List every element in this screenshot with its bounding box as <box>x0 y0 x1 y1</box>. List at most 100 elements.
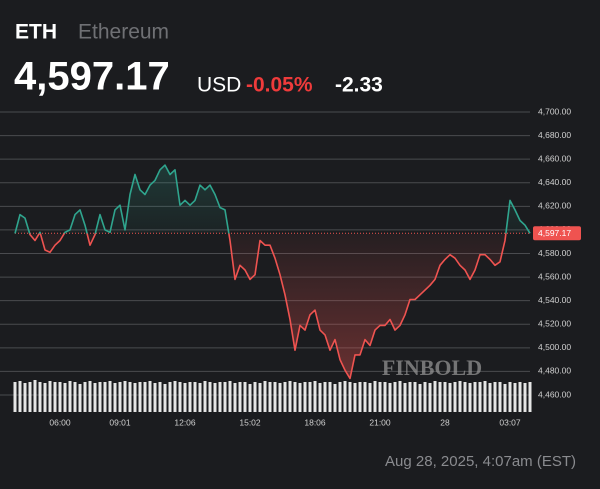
volume-bar <box>508 382 512 412</box>
volume-bar <box>198 383 202 412</box>
watermark: FINBOLD <box>382 355 482 380</box>
volume-bar <box>323 382 327 412</box>
symbol: ETH <box>15 21 57 44</box>
volume-bar <box>283 382 287 412</box>
volume-bar <box>248 384 252 412</box>
volume-bar <box>178 382 182 412</box>
volume-bar <box>238 382 242 412</box>
volume-bar <box>293 382 297 412</box>
volume-bar <box>173 381 177 412</box>
y-tick-label: 4,700.00 <box>538 106 571 116</box>
asset-name: Ethereum <box>78 21 169 44</box>
volume-bar <box>348 382 352 412</box>
volume-bar <box>228 381 232 412</box>
volume-bar <box>258 383 262 412</box>
volume-bar <box>528 382 532 412</box>
volume-bar <box>43 383 47 412</box>
volume-bar <box>478 382 482 412</box>
x-tick-label: 15:02 <box>239 417 261 427</box>
volume-bar <box>23 383 27 412</box>
change-pct: -0.05% <box>246 74 313 97</box>
volume-bar <box>308 382 312 412</box>
volume-bar <box>148 381 152 412</box>
volume-bar <box>203 381 207 412</box>
volume-bar <box>48 381 52 412</box>
volume-bar <box>403 383 407 412</box>
volume-bar <box>73 382 77 412</box>
volume-bar <box>518 382 522 412</box>
y-tick-label: 4,640.00 <box>538 177 571 187</box>
volume-bar <box>393 382 397 412</box>
volume-bar <box>488 383 492 412</box>
volume-bar <box>313 381 317 412</box>
volume-bar <box>343 381 347 412</box>
volume-bar <box>253 382 257 412</box>
price-tag-label: 4,597.17 <box>538 228 571 238</box>
volume-bar <box>383 382 387 412</box>
x-tick-label: 09:01 <box>109 417 131 427</box>
volume-bar <box>18 381 22 412</box>
volume-bar <box>143 382 147 412</box>
volume-bar <box>498 382 502 412</box>
volume-bar <box>123 381 127 412</box>
y-tick-label: 4,460.00 <box>538 389 571 399</box>
volume-bar <box>223 382 227 412</box>
volume-bar <box>358 382 362 412</box>
volume-bar <box>233 383 237 412</box>
x-tick-label: 06:00 <box>49 417 71 427</box>
volume-bar <box>448 383 452 412</box>
volume-bar <box>38 382 42 412</box>
volume-bar <box>138 382 142 412</box>
x-tick-label: 03:07 <box>499 417 521 427</box>
volume-bar <box>423 382 427 412</box>
timestamp: Aug 28, 2025, 4:07am (EST) <box>385 453 576 470</box>
volume-bar <box>193 382 197 412</box>
volume-bar <box>298 383 302 412</box>
volume-bar <box>458 381 462 412</box>
volume-bar <box>243 382 247 412</box>
volume-bar <box>108 381 112 412</box>
volume-bar <box>168 382 172 412</box>
volume-bar <box>418 384 422 412</box>
volume-bar <box>338 382 342 412</box>
volume-bar <box>278 383 282 412</box>
volume-bar <box>68 381 72 412</box>
volume-bar <box>263 381 267 412</box>
y-tick-label: 4,560.00 <box>538 271 571 281</box>
x-tick-label: 18:06 <box>304 417 326 427</box>
volume-bar <box>438 382 442 412</box>
price: 4,597.17 <box>14 55 170 99</box>
volume-bar <box>63 383 67 412</box>
y-tick-label: 4,480.00 <box>538 366 571 376</box>
volume-bar <box>493 382 497 412</box>
y-tick-label: 4,540.00 <box>538 295 571 305</box>
volume-bar <box>288 381 292 412</box>
volume-bar <box>388 383 392 412</box>
price-tag-box <box>533 226 581 241</box>
volume-bar <box>133 383 137 412</box>
y-tick-label: 4,660.00 <box>538 153 571 163</box>
price-area <box>15 165 530 379</box>
y-tick-label: 4,580.00 <box>538 248 571 258</box>
volume-bar <box>503 384 507 412</box>
volume-bar <box>28 382 32 412</box>
volume-bar <box>428 383 432 412</box>
volume-bar <box>413 382 417 412</box>
volume-bar <box>128 382 132 412</box>
volume-bar <box>368 383 372 412</box>
price-line <box>14 164 531 380</box>
volume-bar <box>468 383 472 412</box>
volume-bar <box>523 383 527 412</box>
volume-bar <box>318 383 322 412</box>
volume-bar <box>463 382 467 412</box>
currency: USD <box>197 74 241 97</box>
volume-bar <box>363 382 367 412</box>
volume-bar <box>53 382 57 412</box>
volume-bar <box>273 382 277 412</box>
y-tick-label: 4,680.00 <box>538 130 571 140</box>
volume-bar <box>213 383 217 412</box>
volume-bar <box>513 383 517 412</box>
y-tick-label: 4,520.00 <box>538 319 571 329</box>
volume-bar <box>453 382 457 412</box>
y-tick-label: 4,500.00 <box>538 342 571 352</box>
